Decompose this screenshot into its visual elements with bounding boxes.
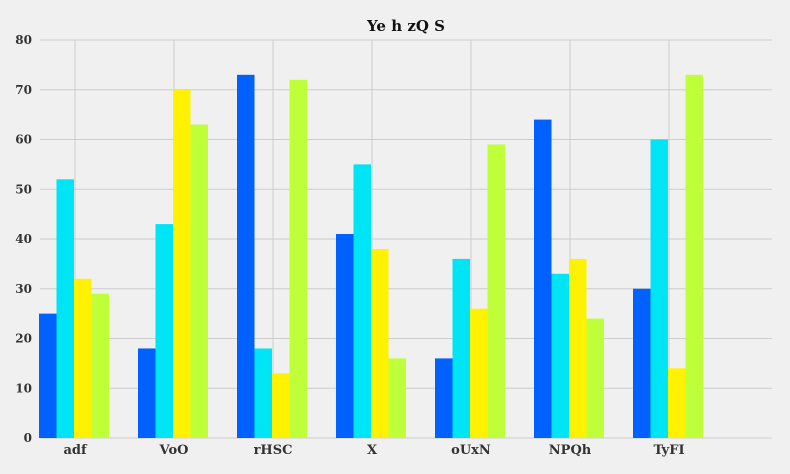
bar-X-series-3 — [371, 248, 389, 438]
y-tick-label: 40 — [15, 232, 32, 246]
y-tick-label: 60 — [15, 133, 32, 147]
x-tick-label: oUxN — [451, 443, 491, 458]
bar-adf-series-3 — [74, 278, 92, 438]
bar-oUxN-series-1 — [435, 358, 453, 438]
y-tick-label: 80 — [15, 33, 32, 47]
y-tick-label: 50 — [15, 182, 32, 196]
x-tick-label: rHSC — [254, 443, 293, 458]
bar-VoO-series-4 — [190, 124, 208, 438]
bar-TyFI-series-3 — [668, 368, 686, 438]
y-tick-label: 20 — [15, 332, 32, 346]
y-tick-label: 30 — [15, 282, 32, 296]
y-tick-label: 70 — [15, 83, 32, 97]
bar-NPQh-series-4 — [586, 318, 604, 438]
bar-X-series-1 — [336, 234, 354, 438]
x-tick-label: NPQh — [549, 443, 592, 458]
bars — [39, 74, 703, 439]
bar-rHSC-series-4 — [289, 79, 307, 439]
y-tick-label: 0 — [24, 431, 32, 445]
bar-NPQh-series-2 — [551, 273, 569, 438]
bar-rHSC-series-2 — [254, 348, 272, 438]
bar-X-series-2 — [353, 164, 371, 438]
y-axis-ticks: 0 10 20 30 40 50 60 70 80 — [15, 33, 32, 445]
bar-NPQh-series-1 — [534, 119, 552, 438]
bar-adf-series-1 — [39, 313, 57, 438]
chart-title: Ye h zQ S — [366, 17, 445, 35]
x-tick-label: TyFI — [653, 443, 684, 458]
bar-rHSC-series-3 — [272, 373, 290, 438]
bar-oUxN-series-3 — [470, 308, 488, 438]
bar-adf-series-2 — [56, 179, 74, 439]
bar-adf-series-4 — [91, 293, 109, 438]
bar-TyFI-series-1 — [633, 288, 651, 438]
bar-VoO-series-1 — [138, 348, 156, 438]
bar-TyFI-series-2 — [650, 139, 668, 438]
bar-oUxN-series-2 — [452, 258, 470, 438]
x-tick-label: adf — [63, 443, 88, 458]
bar-TyFI-series-4 — [685, 74, 703, 438]
bar-VoO-series-2 — [155, 224, 173, 438]
y-tick-label: 10 — [15, 381, 32, 395]
x-tick-label: VoO — [159, 443, 189, 458]
x-tick-label: X — [367, 443, 378, 458]
bar-X-series-4 — [388, 358, 406, 438]
bar-rHSC-series-1 — [237, 74, 255, 438]
bar-VoO-series-3 — [173, 89, 191, 438]
bar-oUxN-series-4 — [487, 144, 505, 438]
bar-NPQh-series-3 — [569, 258, 587, 438]
